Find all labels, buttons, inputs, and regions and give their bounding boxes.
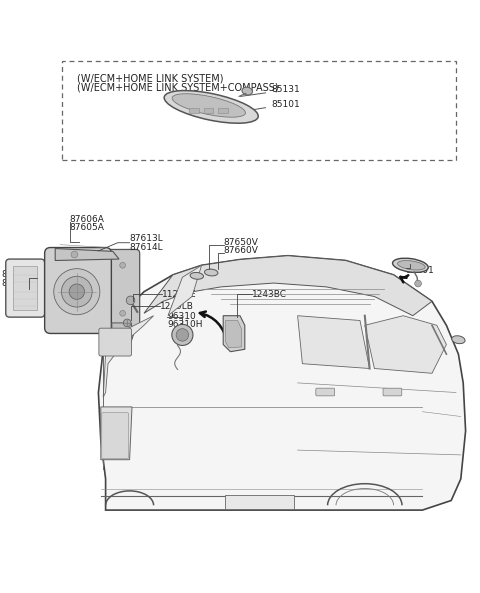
Ellipse shape: [452, 336, 465, 344]
FancyBboxPatch shape: [13, 266, 37, 310]
Text: 85101: 85101: [214, 100, 300, 116]
Polygon shape: [365, 315, 446, 374]
Polygon shape: [298, 315, 370, 368]
Polygon shape: [223, 315, 245, 352]
Text: 96310: 96310: [167, 312, 196, 321]
Polygon shape: [55, 248, 119, 260]
FancyBboxPatch shape: [99, 328, 132, 356]
FancyBboxPatch shape: [189, 109, 199, 113]
Polygon shape: [98, 256, 466, 510]
Circle shape: [126, 296, 135, 305]
FancyBboxPatch shape: [316, 388, 335, 396]
FancyBboxPatch shape: [383, 388, 402, 396]
Text: (W/ECM+HOME LINK SYSTEM): (W/ECM+HOME LINK SYSTEM): [77, 74, 223, 83]
Polygon shape: [144, 256, 432, 315]
Circle shape: [120, 263, 126, 268]
FancyBboxPatch shape: [102, 413, 129, 459]
Text: 1129AE: 1129AE: [162, 289, 196, 299]
Ellipse shape: [204, 269, 218, 276]
Circle shape: [120, 310, 126, 316]
Text: (W/ECM+HOME LINK SYSTEM+COMPASS): (W/ECM+HOME LINK SYSTEM+COMPASS): [77, 83, 278, 93]
Circle shape: [176, 329, 189, 341]
Polygon shape: [101, 407, 132, 460]
Ellipse shape: [172, 94, 245, 117]
Polygon shape: [112, 323, 133, 343]
FancyBboxPatch shape: [218, 109, 228, 113]
Circle shape: [54, 269, 100, 315]
Text: 87613L: 87613L: [130, 234, 163, 243]
Text: 87624B: 87624B: [1, 279, 36, 288]
Circle shape: [123, 319, 131, 327]
Text: 87606A: 87606A: [70, 215, 105, 224]
Text: 1249LB: 1249LB: [160, 302, 194, 311]
Circle shape: [71, 251, 78, 258]
Text: 85131: 85131: [240, 85, 300, 97]
Text: 87660V: 87660V: [224, 247, 259, 256]
Polygon shape: [168, 265, 202, 315]
Text: 87614L: 87614L: [130, 243, 163, 251]
Circle shape: [61, 276, 92, 307]
Text: 87605A: 87605A: [70, 224, 105, 232]
Ellipse shape: [190, 272, 204, 279]
FancyBboxPatch shape: [106, 250, 140, 327]
Text: 87623A: 87623A: [1, 270, 36, 279]
Circle shape: [172, 324, 193, 346]
Ellipse shape: [242, 87, 252, 95]
Text: 87650V: 87650V: [224, 238, 259, 247]
FancyBboxPatch shape: [225, 495, 294, 509]
Circle shape: [415, 280, 421, 287]
Text: 85101: 85101: [406, 266, 434, 275]
Ellipse shape: [393, 258, 428, 272]
Polygon shape: [103, 315, 154, 397]
Text: 96310H: 96310H: [167, 320, 203, 329]
Polygon shape: [226, 320, 241, 348]
FancyBboxPatch shape: [45, 247, 111, 333]
FancyBboxPatch shape: [6, 259, 45, 317]
FancyBboxPatch shape: [204, 109, 213, 113]
Circle shape: [69, 284, 84, 299]
Ellipse shape: [397, 260, 425, 270]
Ellipse shape: [164, 91, 258, 123]
Text: 1243BC: 1243BC: [252, 289, 287, 299]
